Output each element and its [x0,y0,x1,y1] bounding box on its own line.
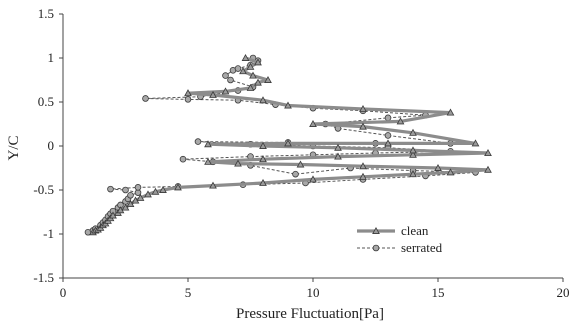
point-serrated [127,191,134,199]
point-clean [246,62,255,70]
point-clean [446,168,455,176]
y-tick-label: -1 [43,226,54,241]
point-clean [384,139,392,147]
x-tick-label: 5 [185,285,192,300]
point-clean [309,119,317,127]
legend-marker [372,226,380,234]
point-clean [151,187,160,195]
point-clean [259,141,267,149]
point-clean [174,183,182,191]
point-clean [254,78,262,86]
series-line-serrated [87,57,476,233]
legend-item-serrated: serrated [357,240,443,255]
x-tick-label: 20 [557,285,570,300]
point-clean [396,117,405,125]
point-clean [159,185,167,193]
y-tick-label: -1.5 [33,270,54,285]
point-serrated [384,132,392,139]
legend-marker [372,244,380,252]
legend-label: clean [401,223,429,238]
point-serrated [179,155,187,163]
y-tick-label: 1 [48,50,55,65]
legend-label: serrated [401,240,443,255]
point-clean [239,67,247,75]
y-tick-label: 1.5 [38,6,54,21]
point-clean [359,122,367,130]
point-clean [184,89,192,97]
point-clean [204,140,212,148]
point-clean [284,139,292,147]
point-clean [249,71,257,79]
point-clean [264,75,272,83]
legend-item-clean: clean [357,223,429,238]
point-clean [334,143,342,151]
point-clean [446,108,455,116]
x-tick-label: 10 [307,285,320,300]
point-clean [246,83,255,91]
point-clean [234,159,242,167]
point-serrated [184,96,192,103]
point-serrated [107,185,114,193]
point-clean [434,163,442,171]
point-clean [259,178,267,186]
point-clean [254,58,262,66]
point-clean [296,160,305,168]
point-clean [484,165,492,173]
x-tick-label: 0 [60,285,67,300]
point-clean [409,128,417,136]
point-clean [136,193,145,201]
point-clean [204,157,212,165]
point-clean [409,150,417,158]
point-clean [144,190,152,198]
x-tick-label: 15 [432,285,445,300]
y-tick-label: -0.5 [33,182,54,197]
y-tick-label: 0.5 [38,94,54,109]
point-clean [209,90,217,98]
x-axis-title: Pressure Fluctuation[Pa] [236,306,384,322]
point-clean [259,155,267,163]
point-clean [126,200,135,208]
point-clean [121,203,130,211]
point-clean [284,101,292,109]
point-clean [241,53,250,61]
point-serrated [142,95,149,102]
point-serrated [122,186,129,194]
point-clean [359,162,367,170]
point-serrated [292,170,299,178]
point-serrated [227,76,234,84]
point-clean [259,96,267,104]
point-clean [359,172,367,180]
point-serrated [194,138,202,145]
point-clean [221,87,230,95]
point-serrated [134,184,142,191]
point-clean [359,105,367,112]
point-clean [409,146,417,154]
series-clean [89,53,492,236]
point-clean [309,175,317,183]
y-tick-label: 0 [48,138,55,153]
legend: clean serrated [357,223,443,255]
point-serrated [384,114,392,122]
point-clean [334,152,342,160]
axes: 0 5 10 15 20 -1.5 -1 -0.5 0 0.5 1 1.5 [33,6,569,300]
point-clean [409,170,417,178]
point-clean [471,139,480,147]
point-clean [209,181,217,189]
series-layer [84,53,492,236]
point-serrated [222,72,229,79]
point-serrated [234,65,242,72]
point-clean [484,149,492,157]
y-axis-title: Y/C [6,135,22,160]
